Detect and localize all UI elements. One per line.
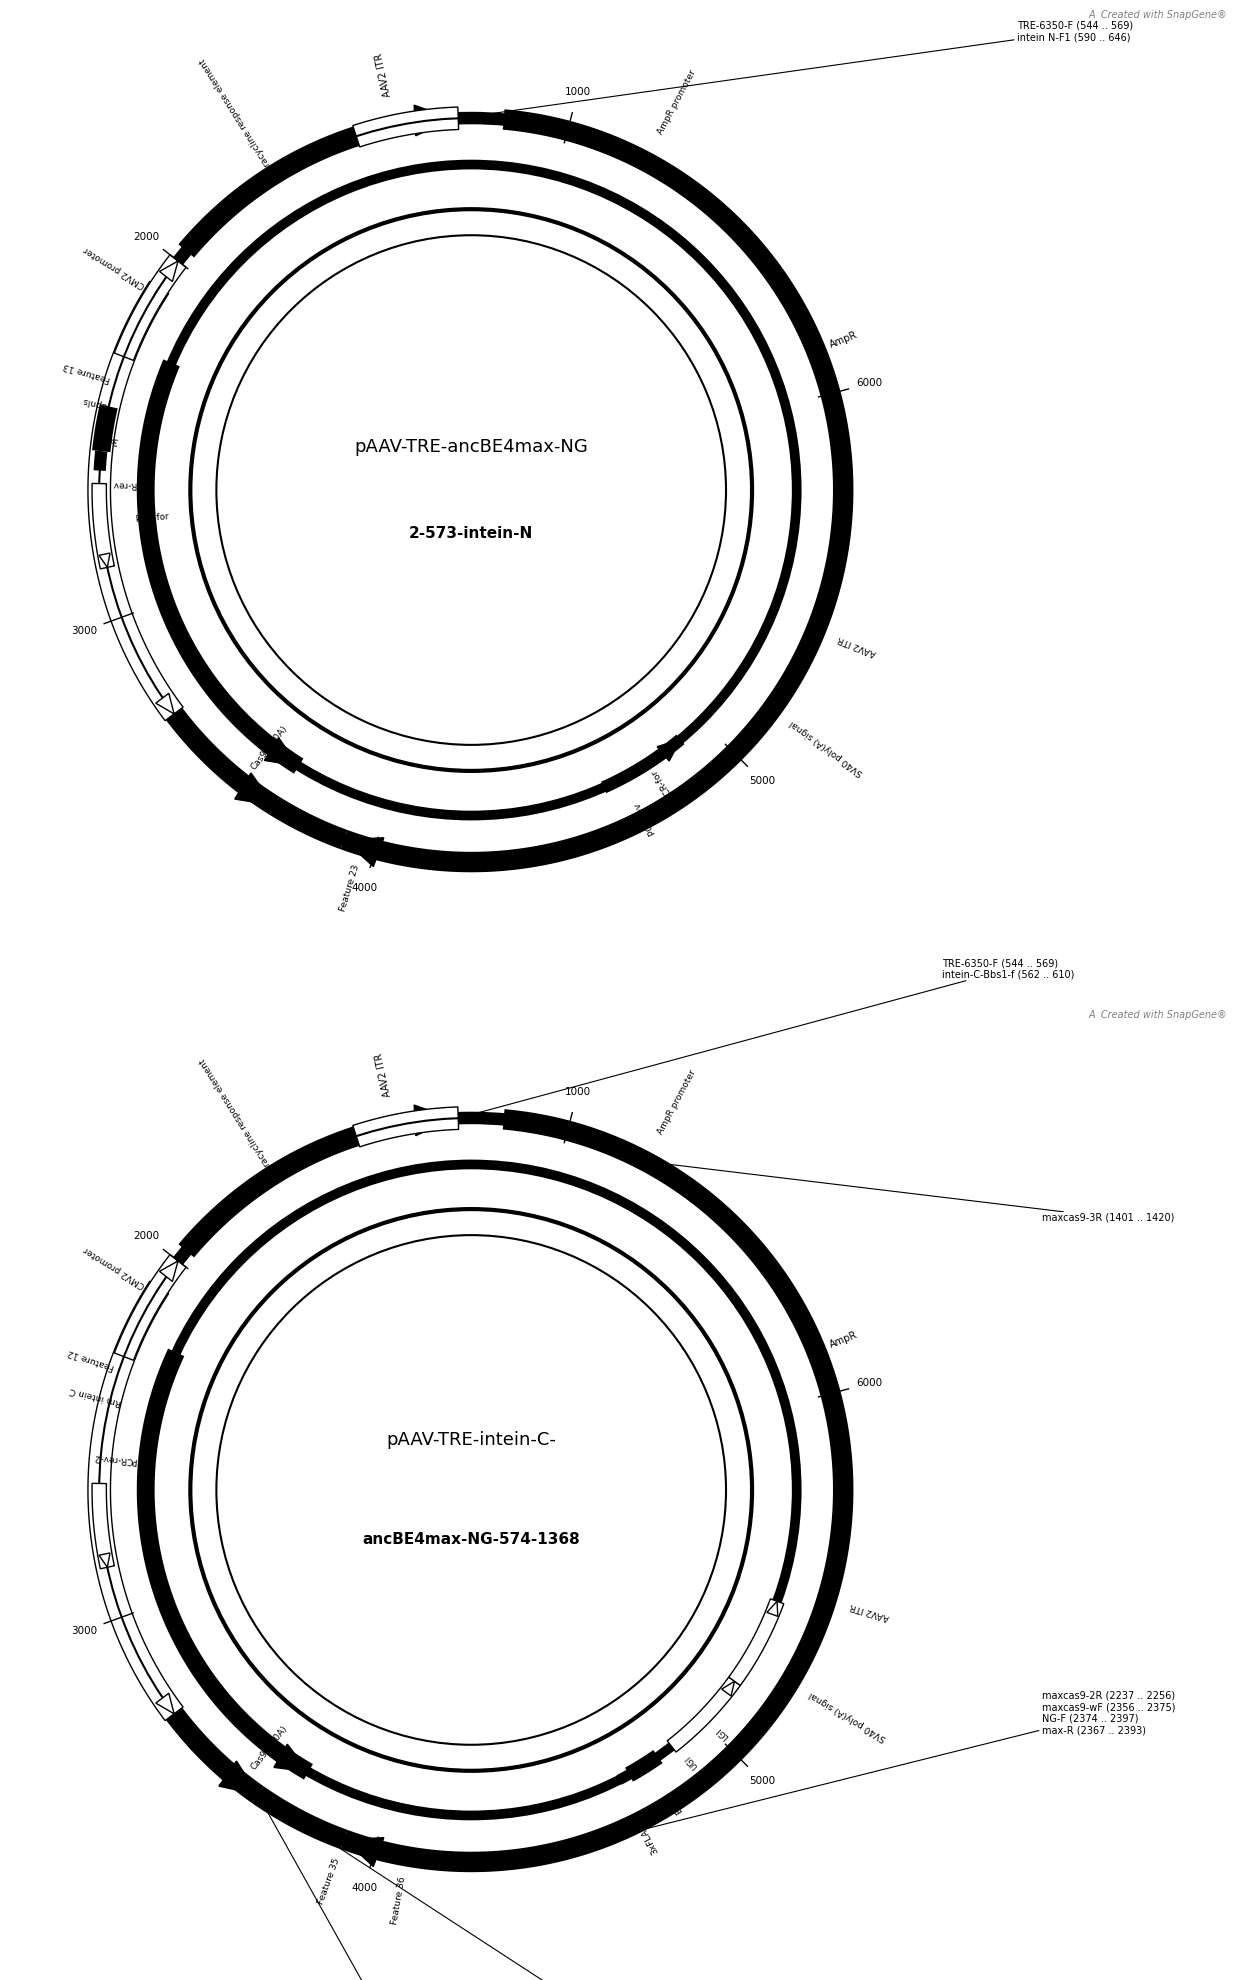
Polygon shape [252, 1786, 347, 1849]
Text: BpnIs: BpnIs [663, 1790, 684, 1816]
Text: UGI: UGI [683, 1752, 699, 1770]
Text: maxcas9-1R (3029 .. 3048)
max-F (3053 .. 3073): maxcas9-1R (3029 .. 3048) max-F (3053 ..… [270, 1804, 748, 1980]
Polygon shape [114, 1255, 186, 1360]
Text: AAV2 ITR: AAV2 ITR [373, 1051, 393, 1099]
Text: A  Created with SnapGene®: A Created with SnapGene® [1089, 10, 1228, 20]
Text: ancBE4max-NG-574-1368: ancBE4max-NG-574-1368 [362, 1533, 580, 1546]
Polygon shape [264, 739, 299, 766]
Text: AmpR: AmpR [828, 1329, 859, 1350]
Polygon shape [160, 261, 179, 281]
Polygon shape [352, 1107, 459, 1146]
Polygon shape [179, 1109, 453, 1257]
Text: Rm intein C: Rm intein C [69, 1386, 123, 1408]
Text: Feature 12: Feature 12 [67, 1346, 115, 1372]
Polygon shape [92, 483, 114, 568]
Text: Feature 13: Feature 13 [62, 360, 112, 384]
Polygon shape [657, 739, 681, 760]
Polygon shape [99, 1552, 110, 1568]
Polygon shape [179, 109, 453, 257]
Text: TRE-6350-F (544 .. 569)
intein-C-Bbs1-f (562 .. 610): TRE-6350-F (544 .. 569) intein-C-Bbs1-f … [461, 958, 1075, 1117]
Text: AmpR promoter: AmpR promoter [656, 69, 698, 137]
Text: Cas9(D10A): Cas9(D10A) [249, 725, 290, 772]
Text: maxcas9-3R (1401 .. 1420): maxcas9-3R (1401 .. 1420) [649, 1162, 1174, 1222]
Text: 6000: 6000 [856, 378, 882, 388]
Polygon shape [156, 1693, 174, 1715]
Text: SV40 poly(A) signal: SV40 poly(A) signal [807, 1689, 888, 1742]
Text: SV40 poly(A) signal: SV40 poly(A) signal [787, 719, 864, 778]
Text: A  Created with SnapGene®: A Created with SnapGene® [1089, 1010, 1228, 1020]
Text: 3000: 3000 [71, 626, 98, 636]
Text: LGI: LGI [714, 1725, 730, 1740]
Text: 4000: 4000 [352, 883, 378, 893]
Polygon shape [92, 1483, 114, 1568]
Polygon shape [160, 1261, 179, 1281]
Text: TRE-6350-F (544 .. 569)
intein N-F1 (590 .. 646): TRE-6350-F (544 .. 569) intein N-F1 (590… [461, 20, 1133, 119]
Text: PCR for: PCR for [135, 513, 170, 525]
Text: tetracycline response element: tetracycline response element [198, 1057, 279, 1178]
Text: 2000: 2000 [134, 1232, 160, 1241]
Text: pAAV-TRE-intein-C-: pAAV-TRE-intein-C- [387, 1432, 556, 1449]
Polygon shape [219, 1760, 258, 1794]
Polygon shape [601, 735, 684, 794]
Text: Feature 23: Feature 23 [339, 863, 361, 913]
Polygon shape [136, 1348, 312, 1780]
Text: AmpR: AmpR [828, 329, 859, 350]
Polygon shape [92, 404, 118, 451]
Polygon shape [667, 1677, 740, 1752]
Text: maxcas9-2R (2237 .. 2256)
maxcas9-wF (2356 .. 2375)
NG-F (2374 .. 2397)
max-R (2: maxcas9-2R (2237 .. 2256) maxcas9-wF (23… [589, 1691, 1176, 1843]
Text: 4000: 4000 [352, 1883, 378, 1893]
Polygon shape [341, 109, 853, 873]
Text: Feature 35: Feature 35 [316, 1857, 341, 1907]
Polygon shape [234, 772, 274, 806]
Text: AAV2 ITR: AAV2 ITR [849, 1602, 890, 1622]
Text: 3xHA: 3xHA [94, 434, 119, 446]
Text: pAAV-TRE-ancBE4max-NG: pAAV-TRE-ancBE4max-NG [355, 438, 588, 455]
Polygon shape [94, 483, 105, 509]
Text: CMV2 promoter: CMV2 promoter [82, 246, 148, 289]
Text: 2-573-intein-N: 2-573-intein-N [409, 527, 533, 541]
Polygon shape [93, 451, 108, 471]
Polygon shape [596, 776, 621, 794]
Text: PCR-rev: PCR-rev [112, 479, 146, 489]
Text: 5000: 5000 [749, 1776, 775, 1786]
Text: AmpR promoter: AmpR promoter [656, 1069, 698, 1137]
Polygon shape [616, 1762, 646, 1784]
Polygon shape [156, 693, 174, 715]
Polygon shape [89, 1346, 264, 1804]
Text: AAV2 ITR: AAV2 ITR [373, 51, 393, 99]
Polygon shape [88, 1281, 184, 1721]
Polygon shape [414, 1105, 451, 1137]
Polygon shape [352, 107, 459, 147]
Text: PCR-rev-2: PCR-rev-2 [93, 1453, 138, 1465]
Text: 1000: 1000 [564, 87, 590, 97]
Polygon shape [269, 796, 347, 849]
Text: (3047 .. 3067) NG-R: (3047 .. 3067) NG-R [259, 1798, 458, 1980]
Text: 2000: 2000 [134, 232, 160, 242]
Polygon shape [343, 1837, 384, 1867]
Polygon shape [274, 1744, 309, 1772]
Text: PCR-for: PCR-for [649, 766, 675, 800]
Polygon shape [616, 762, 646, 784]
Polygon shape [414, 105, 451, 137]
Polygon shape [722, 1681, 734, 1697]
Polygon shape [88, 281, 184, 721]
Text: 1000: 1000 [564, 1087, 590, 1097]
Polygon shape [99, 552, 110, 568]
Polygon shape [114, 255, 186, 360]
Text: Feature 36: Feature 36 [391, 1875, 408, 1925]
Text: 3xFLAG: 3xFLAG [636, 1820, 661, 1855]
Polygon shape [343, 838, 384, 867]
Polygon shape [341, 1109, 853, 1873]
Text: Cas9(D10A): Cas9(D10A) [249, 1725, 290, 1772]
Text: 3000: 3000 [71, 1626, 98, 1635]
Text: PCR rev: PCR rev [634, 800, 658, 836]
Text: BpnIs: BpnIs [81, 396, 108, 410]
Polygon shape [766, 1602, 777, 1616]
Text: AAV2 ITR: AAV2 ITR [837, 634, 878, 657]
Text: tetracycline response element: tetracycline response element [198, 57, 279, 178]
Polygon shape [625, 1750, 662, 1782]
Text: 5000: 5000 [749, 776, 775, 786]
Polygon shape [136, 360, 304, 774]
Text: CMV2 promoter: CMV2 promoter [82, 1245, 148, 1289]
Polygon shape [729, 1598, 784, 1685]
